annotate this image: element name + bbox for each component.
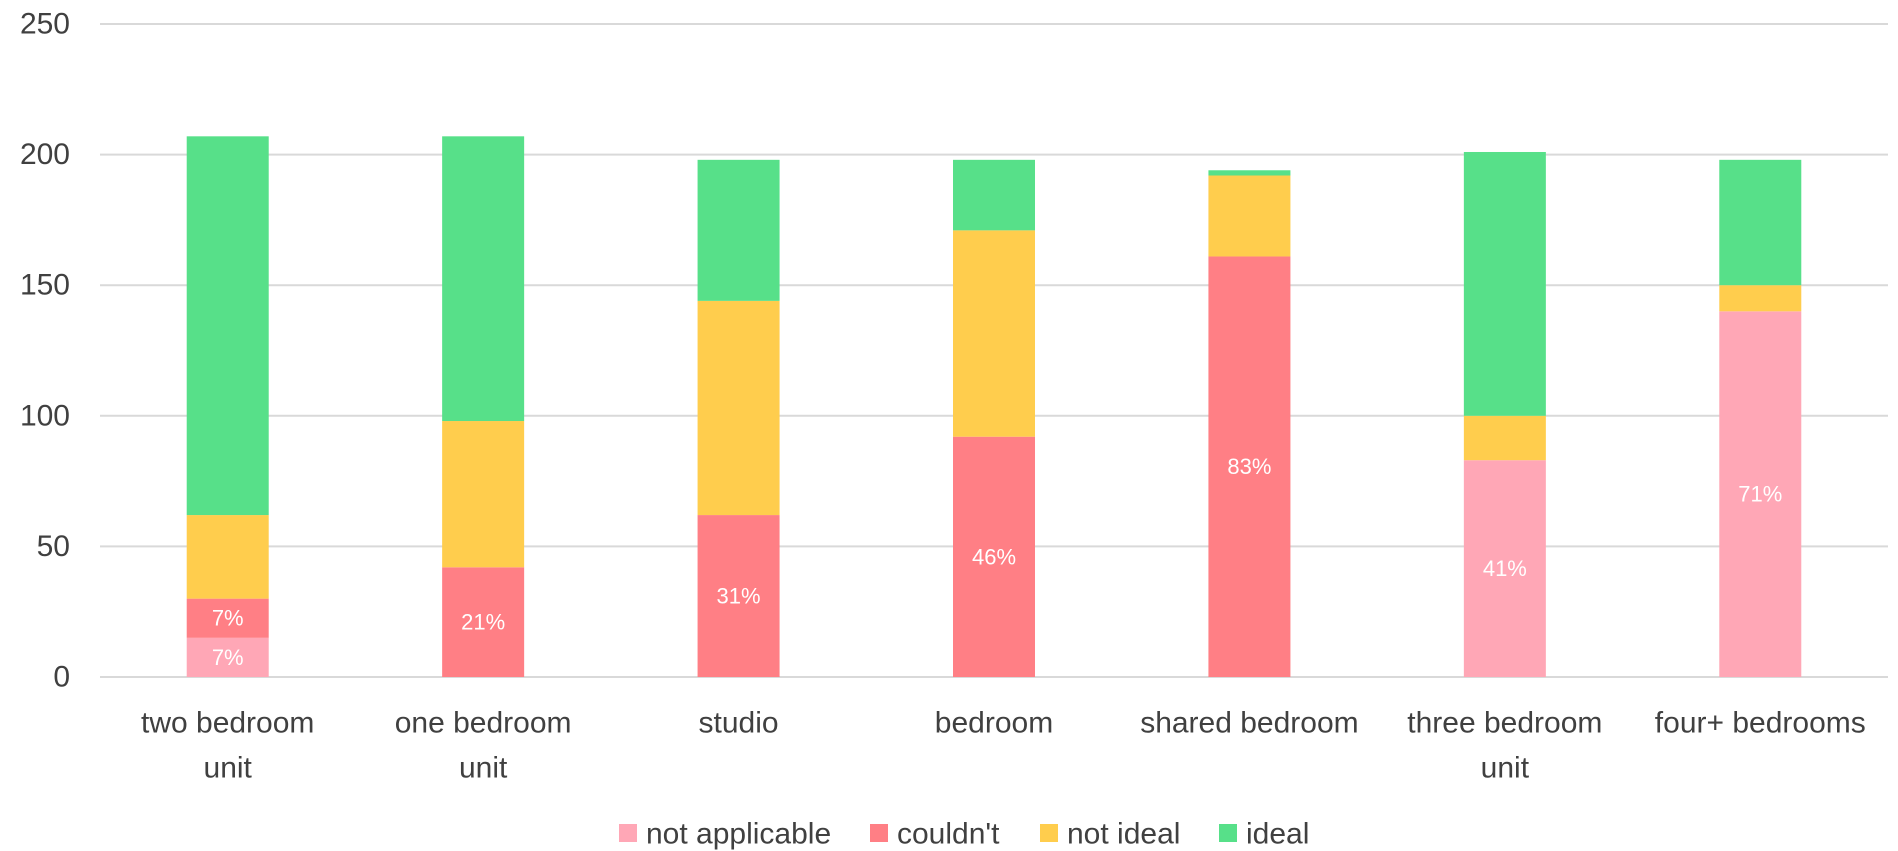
bar-segment [1208, 175, 1291, 257]
bar-segment [1719, 311, 1802, 677]
y-tick-label: 100 [20, 399, 70, 432]
x-category-label: one bedroom [395, 707, 572, 740]
bar-segment [1463, 151, 1546, 416]
bar-segment [186, 136, 269, 516]
legend-swatch [870, 824, 888, 842]
x-category-label: studio [699, 707, 779, 740]
legend-label: not applicable [646, 818, 831, 851]
legend-label: not ideal [1067, 818, 1180, 851]
bar-segment [1208, 170, 1291, 176]
x-axis-labels: two bedroom unit one bedroom unit studio bedr… [141, 707, 1866, 785]
x-category-label: unit [459, 752, 508, 785]
x-category-label: bedroom [935, 707, 1053, 740]
x-category-label: four+ bedrooms [1655, 707, 1866, 740]
bar-segment [442, 567, 525, 677]
bar-segment [1463, 415, 1546, 461]
bar-segment [442, 136, 525, 422]
bar-segment [953, 230, 1035, 437]
y-tick-label: 200 [20, 138, 70, 171]
data-label: 46% [972, 544, 1016, 569]
data-label: 41% [1483, 556, 1527, 581]
y-tick-label: 50 [37, 530, 70, 563]
legend: not applicable couldn't not ideal ideal [619, 818, 1309, 851]
data-label: 71% [1738, 482, 1782, 507]
legend-swatch [1040, 824, 1058, 842]
bar-segment [1208, 256, 1291, 677]
bar-segment [186, 637, 269, 677]
bar-segment [953, 159, 1035, 231]
legend-label: couldn't [897, 818, 1000, 851]
data-label: 7% [212, 606, 244, 631]
y-tick-label: 0 [53, 661, 70, 694]
bar-segment [186, 515, 269, 599]
data-label: 83% [1227, 454, 1271, 479]
y-tick-label: 250 [20, 8, 70, 41]
bar-segment [1719, 159, 1802, 286]
data-label: 7% [212, 645, 244, 670]
bar-segment [1463, 460, 1546, 677]
x-category-label: shared bedroom [1140, 707, 1358, 740]
legend-swatch [1219, 824, 1237, 842]
x-category-label: three bedroom [1407, 707, 1602, 740]
bar-segment [442, 421, 525, 568]
y-tick-label: 150 [20, 269, 70, 302]
bar-segment [697, 515, 780, 677]
x-category-label: unit [1481, 752, 1530, 785]
legend-label: ideal [1246, 818, 1309, 851]
bar-segment [186, 598, 269, 638]
x-category-label: two bedroom [141, 707, 314, 740]
x-category-label: unit [204, 752, 253, 785]
bar-segment [1719, 285, 1802, 312]
data-label: 21% [461, 610, 505, 635]
bar-segment [697, 300, 780, 516]
bars: 7% 7% 21% 31% 46% 83% 41% 71% [186, 136, 1802, 677]
legend-swatch [619, 824, 637, 842]
y-axis-ticks: 0 50 100 150 200 250 [20, 8, 70, 694]
bar-segment [697, 159, 780, 301]
bar-segment [953, 436, 1035, 677]
data-label: 31% [717, 584, 761, 609]
